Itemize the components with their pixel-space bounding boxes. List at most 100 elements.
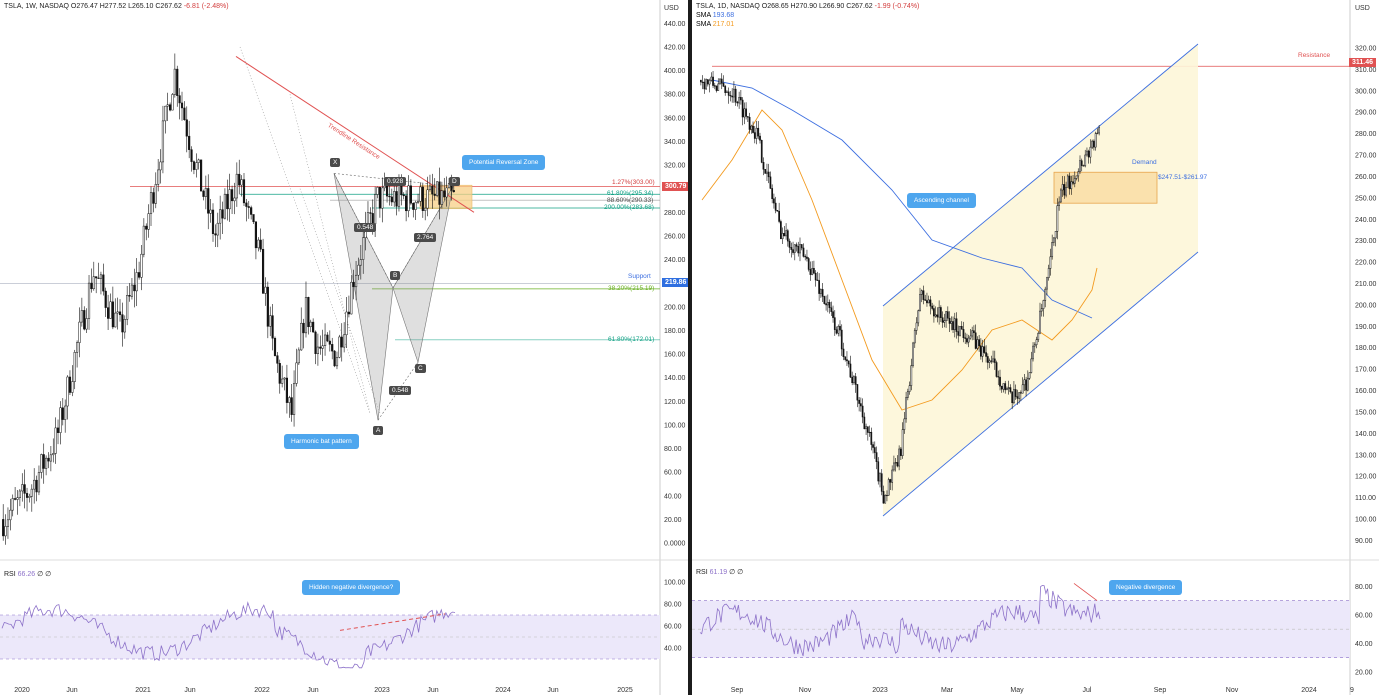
daily-candle [882, 485, 885, 504]
daily-rsi-line [699, 584, 1101, 657]
daily-candle [1058, 196, 1060, 211]
daily-candle [894, 458, 897, 472]
pane-divider[interactable] [688, 0, 692, 695]
price-tick: 140.00 [664, 375, 686, 382]
weekly-candle [54, 417, 57, 464]
weekly-candle [166, 92, 169, 122]
daily-candle [1094, 131, 1097, 151]
bat-pattern-callout: Harmonic bat pattern [284, 434, 359, 449]
weekly-candle [209, 199, 212, 223]
price-tick: 20.00 [664, 517, 682, 524]
daily-candle [726, 90, 728, 93]
weekly-candle [161, 105, 165, 174]
price-tick: 240.00 [1355, 217, 1377, 224]
weekly-candle [37, 465, 41, 496]
daily-candle [842, 342, 845, 361]
daily-candle [844, 356, 847, 362]
daily-candle [741, 97, 744, 126]
weekly-candle [11, 494, 14, 517]
daily-candle [826, 294, 829, 313]
daily-candle [766, 163, 768, 181]
daily-candle [976, 336, 979, 351]
weekly-candle [80, 297, 83, 327]
weekly-candle [104, 287, 107, 317]
weekly-candle [133, 268, 136, 308]
daily-chart-pane[interactable]: USD 320.00 310.00 300.00 290.00 280.00 270.00 2… [692, 0, 1379, 695]
weekly-candle [252, 214, 255, 224]
weekly-candle [188, 120, 191, 159]
daily-candle [1013, 380, 1015, 405]
daily-candle [1080, 158, 1083, 172]
daily-candle [962, 321, 965, 343]
daily-candle [780, 219, 782, 240]
weekly-candle [164, 105, 167, 134]
point-b: B [390, 271, 401, 280]
price-tick: 310.00 [1355, 67, 1377, 74]
weekly-candle [56, 419, 60, 445]
daily-candle [943, 313, 946, 328]
time-axis-label: Nov [799, 687, 812, 694]
weekly-candle [290, 383, 293, 422]
daily-candle [1035, 336, 1038, 349]
daily-candle [750, 124, 753, 134]
daily-candle [1054, 231, 1057, 247]
daily-candle [717, 78, 720, 91]
daily-candle [816, 271, 819, 281]
daily-candle [1049, 248, 1052, 276]
daily-candle [762, 157, 765, 176]
ratio-tag: 0.548 [354, 223, 377, 232]
daily-candle [703, 78, 706, 94]
daily-candle [868, 425, 871, 437]
daily-candle [776, 210, 779, 212]
daily-candle [946, 306, 949, 321]
price-tick: 40.00 [664, 493, 682, 500]
daily-candle [887, 477, 890, 496]
symbol-label: TSLA, 1W, NASDAQ [4, 3, 69, 10]
price-tick: 280.00 [1355, 131, 1377, 138]
weekly-candle [340, 323, 343, 362]
rsi-tick: 60.00 [664, 624, 682, 631]
daily-candle [846, 351, 848, 366]
time-axis-label: Jun [66, 687, 77, 694]
weekly-candle [226, 179, 229, 221]
time-axis-label: 9 [1350, 687, 1354, 694]
price-tick: 210.00 [1355, 281, 1377, 288]
weekly-candle [199, 159, 203, 192]
weekly-candle [21, 473, 24, 502]
weekly-candle [71, 365, 74, 397]
weekly-candle [321, 329, 324, 362]
daily-candle [929, 296, 932, 315]
daily-candle [814, 270, 817, 287]
channel-lower-line [882, 251, 1199, 517]
daily-candle [715, 85, 718, 93]
weekly-candle [185, 106, 188, 153]
daily-candle [997, 370, 1000, 386]
weekly-candle [436, 181, 439, 198]
weekly-candle [402, 192, 405, 200]
price-tick: 340.00 [664, 139, 686, 146]
weekly-candle [266, 281, 269, 339]
daily-candle [941, 311, 944, 328]
daily-candle [799, 237, 801, 262]
weekly-candle [221, 201, 224, 235]
weekly-candle [316, 333, 319, 366]
price-tick: 180.00 [1355, 345, 1377, 352]
daily-candle [710, 72, 713, 82]
weekly-candle [102, 263, 105, 296]
daily-candle [993, 350, 996, 370]
price-tick: 190.00 [1355, 324, 1377, 331]
weekly-candle [95, 276, 98, 294]
weekly-candle [343, 322, 346, 353]
price-tick: 180.00 [664, 328, 686, 335]
weekly-chart-pane[interactable]: USD 440.00 420.00 400.00 380.00 360.00 340.00 3… [0, 0, 688, 695]
daily-chart-canvas[interactable]: USD 320.00 310.00 300.00 290.00 280.00 270.00 2… [692, 0, 1379, 695]
daily-candle [719, 78, 721, 85]
daily-candle [769, 171, 772, 189]
daily-candle [931, 302, 934, 311]
daily-candle [924, 294, 927, 301]
weekly-candle [149, 186, 153, 226]
weekly-candle [176, 65, 179, 107]
daily-candle [981, 339, 984, 363]
price-tick: 260.00 [1355, 174, 1377, 181]
weekly-candle [376, 186, 379, 199]
